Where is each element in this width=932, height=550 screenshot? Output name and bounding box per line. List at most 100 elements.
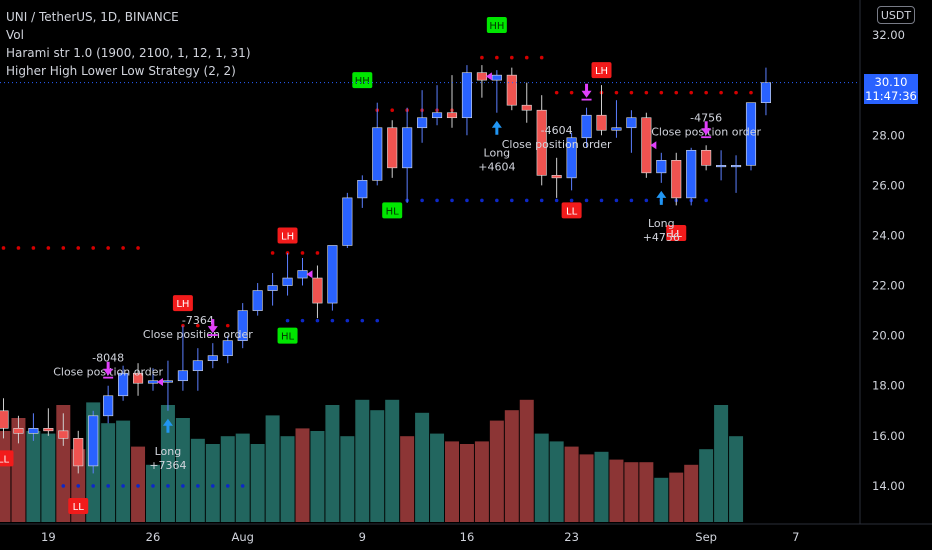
price-tick-label: 28.00 <box>872 128 905 142</box>
candle-body <box>342 197 353 246</box>
currency-button[interactable]: USDT <box>877 6 915 24</box>
resistance-dot <box>614 90 619 95</box>
long-entry-pnl: +7364 <box>149 459 186 472</box>
candle-body <box>13 428 24 434</box>
long-entry-pnl: +4604 <box>478 161 515 174</box>
volume-bar <box>205 444 220 522</box>
volume-bar <box>639 462 654 522</box>
volume-bar <box>235 433 250 522</box>
support-dot <box>644 198 649 203</box>
price-tick-label: 32.00 <box>872 28 905 42</box>
support-dot <box>614 198 619 203</box>
candle-body <box>28 428 39 434</box>
price-tick-label: 24.00 <box>872 228 905 242</box>
support-dot <box>76 484 81 488</box>
candles <box>0 65 772 474</box>
exit-arrow <box>207 319 218 334</box>
volume-bar <box>400 436 415 522</box>
support-dot <box>584 198 589 203</box>
exit-arrow-bar <box>701 136 712 139</box>
volume-bar <box>220 436 235 522</box>
last-price-tag: 30.10 11:47:36 <box>864 74 918 104</box>
time-tick-label: 9 <box>359 530 366 544</box>
price-axis[interactable]: 14.00 16.00 18.00 20.00 22.00 24.00 26.00 28.00… <box>872 28 905 493</box>
volume-bar <box>549 441 564 522</box>
volume-bar <box>699 449 714 522</box>
swing-label-text: LL <box>73 502 85 513</box>
resistance-dot <box>270 251 275 255</box>
support-dot <box>524 198 529 203</box>
support-dot <box>196 484 200 488</box>
volume-bar <box>26 431 41 522</box>
candle-body <box>611 127 622 131</box>
symbol-title[interactable]: UNI / TetherUS, 1D, BINANCE <box>6 10 179 24</box>
resistance-dot <box>629 90 634 95</box>
resistance-dot <box>390 108 395 113</box>
volume-bar <box>385 399 400 522</box>
candle-body <box>760 82 772 103</box>
swing-label-text: HL <box>386 206 400 217</box>
candle-body <box>252 290 263 311</box>
exit-arrow-bar <box>103 376 114 379</box>
price-tick-label: 22.00 <box>872 279 905 293</box>
time-axis[interactable]: 19 26 Aug 9 16 23 Sep 7 <box>41 530 799 544</box>
support-dot <box>629 198 634 203</box>
chart-legend: UNI / TetherUS, 1D, BINANCE Vol Harami s… <box>6 8 251 80</box>
candle-body <box>626 117 637 129</box>
candle-body <box>177 370 188 382</box>
hhll-strategy-label[interactable]: Higher High Lower Low Strategy (2, 2) <box>6 64 236 78</box>
support-dot <box>360 318 365 323</box>
resistance-dot <box>106 246 110 250</box>
resistance-dot <box>136 246 140 250</box>
candle-body <box>58 430 69 439</box>
swing-label-text: LL <box>671 229 683 240</box>
harami-indicator-label[interactable]: Harami str 1.0 (1900, 2100, 1, 12, 1, 31… <box>6 46 251 60</box>
support-dot <box>136 484 140 488</box>
candle-body <box>327 245 338 304</box>
support-dot <box>315 318 320 323</box>
volume-bar <box>430 433 445 522</box>
swing-label-text: LH <box>176 299 189 310</box>
resistance-dot <box>749 90 753 95</box>
resistance-dot <box>524 55 529 60</box>
close-order-pnl: -4756 <box>690 111 722 124</box>
candle-body <box>417 117 428 129</box>
volume-bar <box>41 433 56 522</box>
candle-body <box>641 117 652 174</box>
time-tick-label: 26 <box>146 530 161 544</box>
exit-arrow-bar <box>581 98 592 101</box>
support-dot <box>225 484 230 488</box>
candle-body <box>745 102 757 166</box>
resistance-dot <box>659 90 664 95</box>
volume-bar <box>654 477 669 522</box>
close-order-pnl: -4604 <box>541 124 573 137</box>
swing-label-box <box>277 327 298 344</box>
resistance-dot <box>495 55 499 60</box>
support-dot <box>539 198 544 203</box>
resistance-dot <box>480 55 484 60</box>
support-dot <box>91 484 95 488</box>
swing-label-text: LH <box>595 66 608 77</box>
candle-body <box>446 112 458 119</box>
candle-body <box>491 74 502 81</box>
swing-label-box <box>68 497 89 514</box>
close-order-label: Close position order <box>143 328 253 341</box>
volume-bar <box>310 431 325 522</box>
harami-marker <box>650 141 657 150</box>
candle-body <box>671 160 682 199</box>
volume-bar <box>609 459 624 522</box>
support-dot <box>285 318 290 323</box>
price-tick-label: 18.00 <box>872 379 905 393</box>
volume-bar <box>669 472 684 522</box>
volume-bar <box>370 410 385 522</box>
volume-indicator-label[interactable]: Vol <box>6 28 24 42</box>
candle-body <box>312 277 323 304</box>
resistance-dot <box>46 246 51 250</box>
candle-body <box>506 74 517 106</box>
volume-bar <box>116 420 131 522</box>
candle-body <box>476 72 487 81</box>
support-dot <box>420 198 424 203</box>
candle-body <box>297 270 308 279</box>
